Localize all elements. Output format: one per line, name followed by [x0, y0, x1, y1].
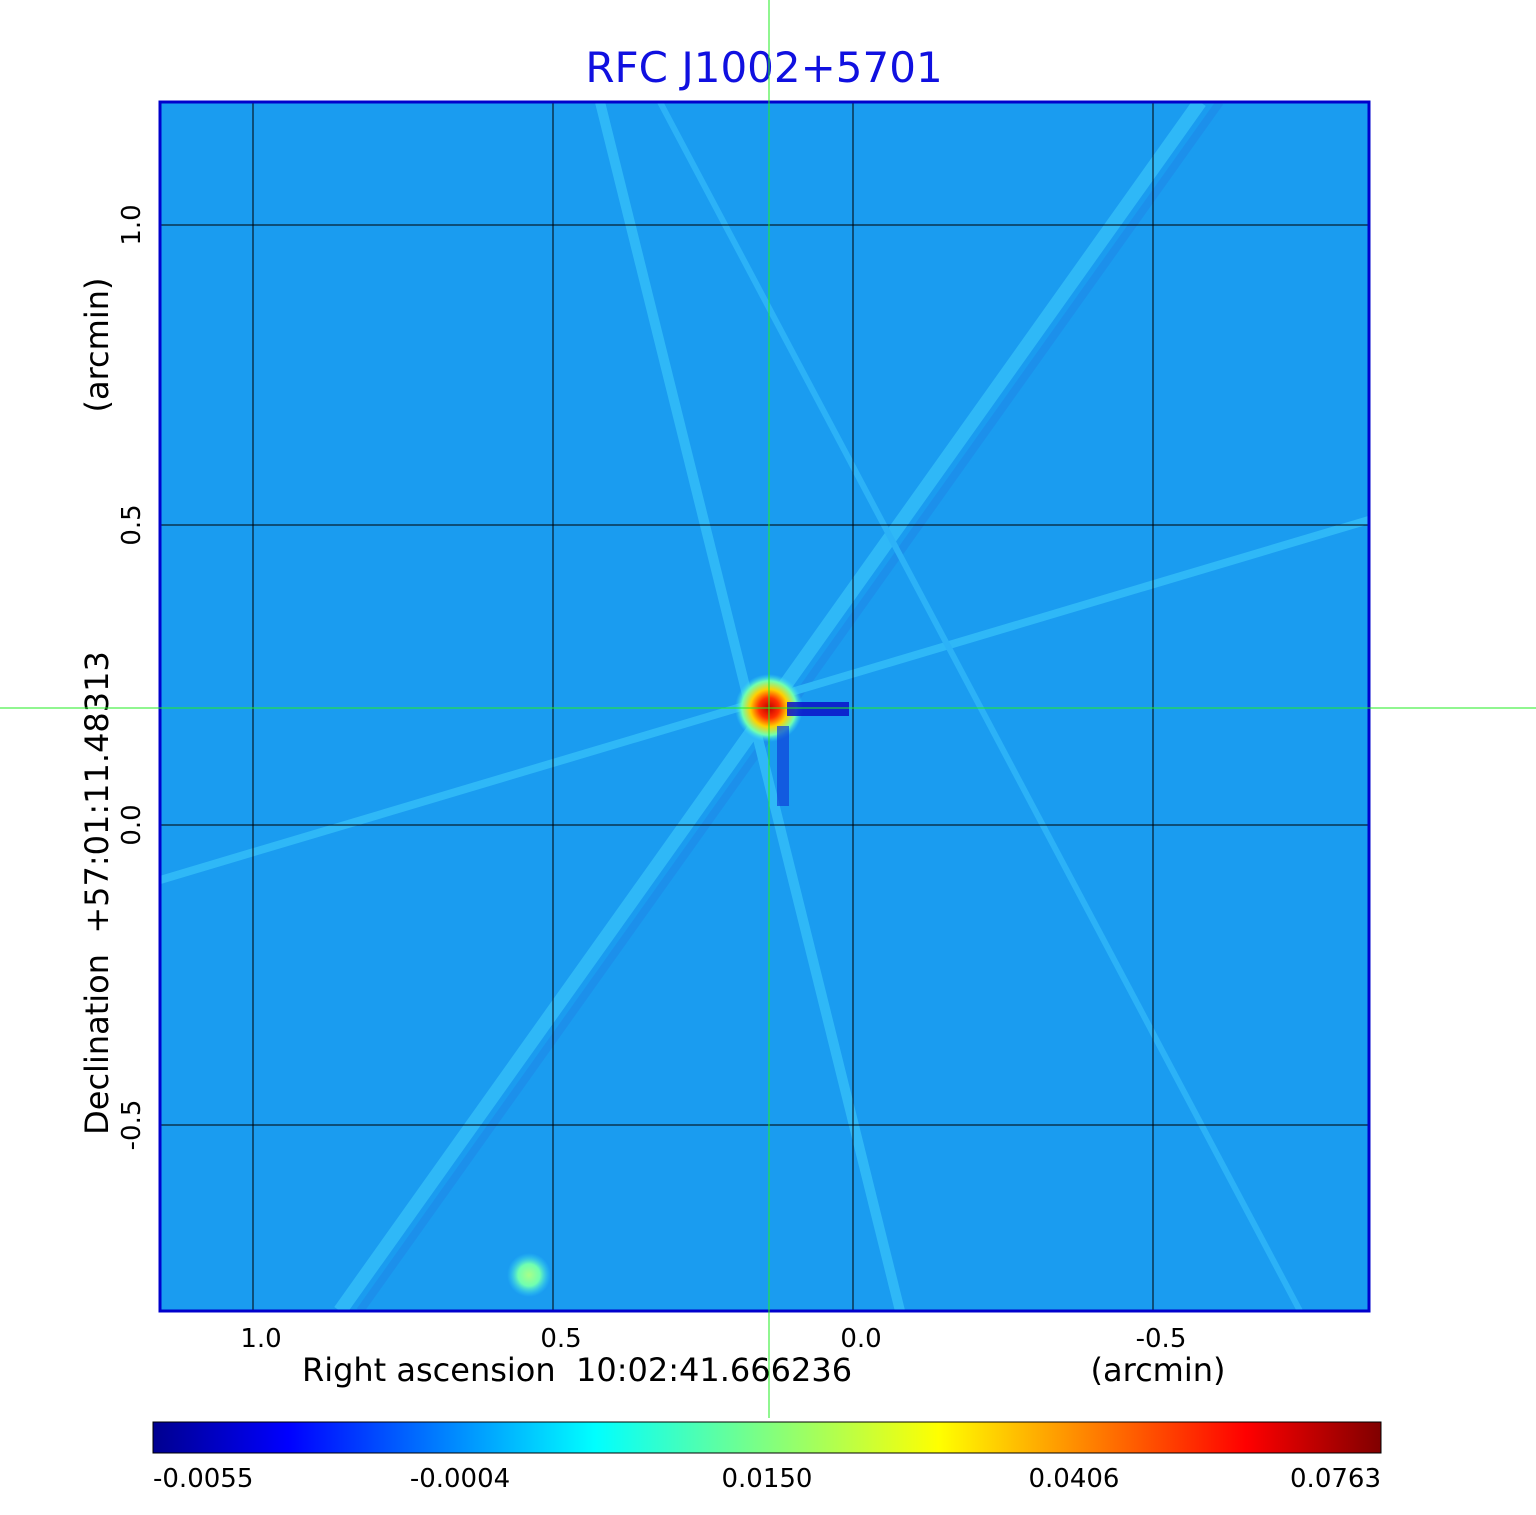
colorbar-tick-labels: -0.0055 -0.0004 0.0150 0.0406 0.0763: [153, 1464, 1381, 1494]
colorbar-tick-label: 0.0406: [1029, 1464, 1120, 1494]
y-tick-labels: 1.0 0.5 0.0 -0.5: [117, 204, 147, 1150]
y-tick-label: 0.0: [117, 804, 147, 845]
colorbar-tick-label: -0.0004: [410, 1464, 510, 1494]
y-tick-label: 1.0: [117, 204, 147, 245]
x-axis-label: Right ascension 10:02:41.666236: [302, 1351, 852, 1389]
x-tick-labels: 1.0 0.5 0.0 -0.5: [240, 1324, 1186, 1354]
negative-sidelobe: [787, 702, 849, 716]
chart-title: RFC J1002+5701: [585, 43, 942, 92]
plot-area: [160, 102, 1369, 1311]
colorbar-tick-label: -0.0055: [153, 1464, 253, 1494]
x-tick-label: 0.5: [540, 1324, 581, 1354]
plot-frame: [158, 100, 1371, 1313]
x-tick-label: 0.0: [840, 1324, 881, 1354]
x-axis-unit: (arcmin): [1091, 1351, 1226, 1389]
colorbar: [152, 1421, 1382, 1454]
crosshair: [0, 0, 1536, 1418]
x-tick-label: 1.0: [240, 1324, 281, 1354]
y-tick-label: -0.5: [117, 1100, 147, 1151]
x-tick-label: -0.5: [1136, 1324, 1187, 1354]
coordinate-grid: [160, 102, 1369, 1311]
colorbar-tick-label: 0.0763: [1290, 1464, 1381, 1494]
y-axis-unit: (arcmin): [78, 278, 116, 413]
source-peak: [507, 1253, 551, 1297]
negative-sidelobe: [777, 726, 789, 806]
y-axis-label: Declination +57:01:11.48313: [78, 651, 116, 1135]
y-tick-label: 0.5: [117, 504, 147, 545]
colorbar-tick-label: 0.0150: [722, 1464, 813, 1494]
